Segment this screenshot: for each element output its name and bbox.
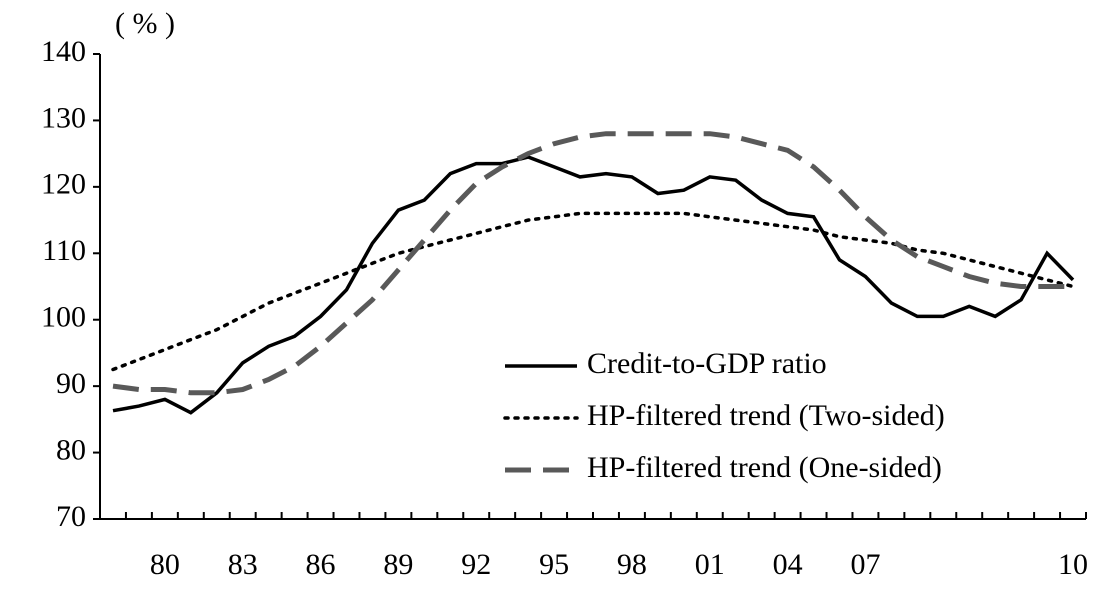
y-tick-label: 110	[42, 234, 86, 267]
series-line	[111, 211, 1075, 372]
legend-label: HP-filtered trend (One-sided)	[587, 451, 942, 484]
x-tick-label: 04	[773, 548, 803, 581]
y-tick-label: 140	[41, 35, 86, 68]
x-tick-label: 95	[539, 548, 569, 581]
x-tick-label: 80	[150, 548, 180, 581]
series-line	[112, 131, 1073, 396]
series-line	[112, 155, 1075, 415]
x-tick-label: 86	[306, 548, 336, 581]
y-tick-label: 130	[41, 101, 86, 134]
x-tick-label: 92	[461, 548, 491, 581]
legend-label: HP-filtered trend (Two-sided)	[587, 399, 945, 432]
y-tick-label: 100	[41, 301, 86, 334]
x-tick-label: 01	[695, 548, 725, 581]
x-tick-label: 07	[850, 548, 880, 581]
x-tick-label: 89	[383, 548, 413, 581]
y-axis-label: ( % )	[115, 7, 175, 40]
x-tick-label: 83	[228, 548, 258, 581]
y-tick-label: 120	[41, 168, 86, 201]
legend-label: Credit-to-GDP ratio	[587, 347, 827, 380]
y-tick-label: 70	[56, 500, 86, 533]
y-tick-label: 90	[56, 367, 86, 400]
y-tick-label: 80	[56, 433, 86, 466]
x-tick-label: 98	[617, 548, 647, 581]
x-tick-label: 10	[1058, 548, 1088, 581]
